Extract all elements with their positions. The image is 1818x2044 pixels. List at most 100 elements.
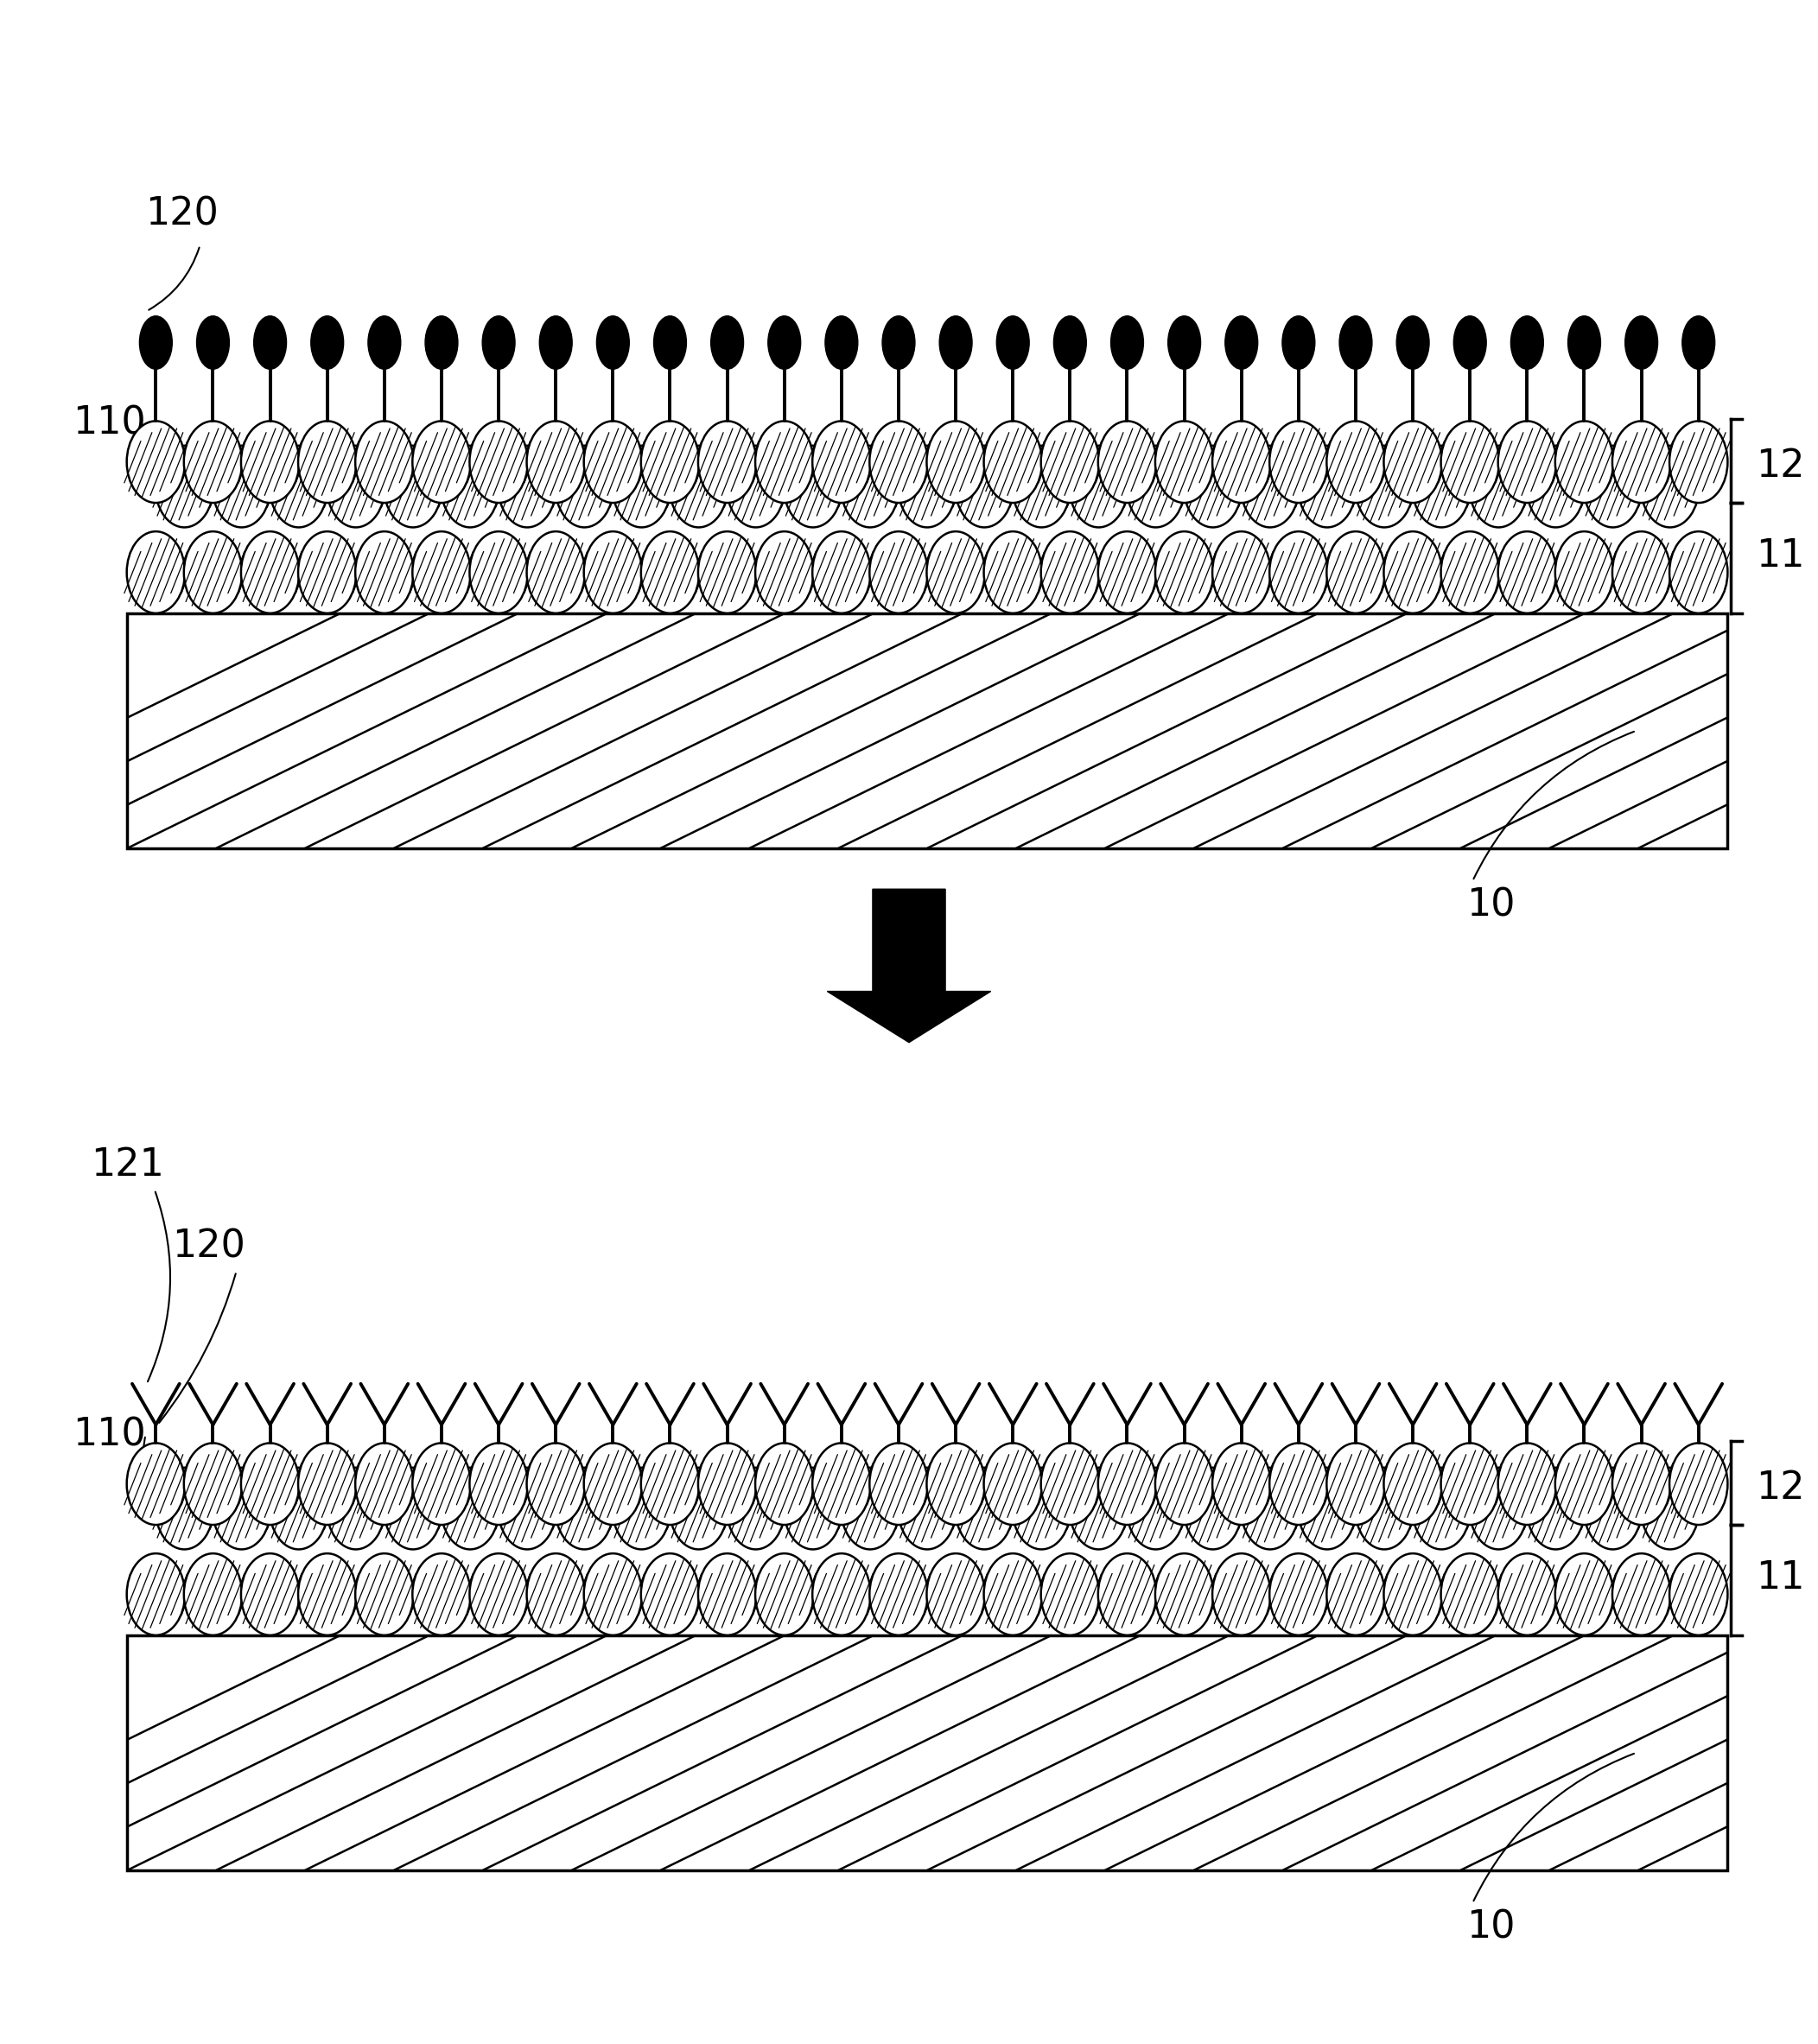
Ellipse shape — [184, 421, 242, 503]
Ellipse shape — [1498, 1443, 1556, 1525]
Ellipse shape — [1298, 446, 1356, 527]
Ellipse shape — [1154, 1553, 1213, 1635]
Ellipse shape — [355, 1443, 413, 1525]
Ellipse shape — [442, 446, 500, 527]
Ellipse shape — [554, 446, 613, 527]
Ellipse shape — [984, 421, 1042, 503]
Ellipse shape — [1454, 317, 1487, 370]
Ellipse shape — [127, 531, 185, 613]
Ellipse shape — [1269, 1443, 1327, 1525]
Ellipse shape — [927, 1553, 985, 1635]
Ellipse shape — [940, 317, 973, 370]
Ellipse shape — [482, 317, 514, 370]
Ellipse shape — [413, 1553, 471, 1635]
Ellipse shape — [1213, 1443, 1271, 1525]
Ellipse shape — [213, 446, 271, 527]
Ellipse shape — [498, 1468, 556, 1549]
Ellipse shape — [898, 446, 956, 527]
Ellipse shape — [1098, 1443, 1156, 1525]
Ellipse shape — [1442, 1553, 1500, 1635]
Text: 121: 121 — [91, 1147, 164, 1183]
Ellipse shape — [1042, 1443, 1100, 1525]
Text: 11: 11 — [1756, 538, 1805, 574]
Ellipse shape — [155, 1468, 213, 1549]
Ellipse shape — [127, 421, 185, 503]
Ellipse shape — [1154, 531, 1213, 613]
Ellipse shape — [1583, 446, 1642, 527]
Ellipse shape — [242, 421, 300, 503]
Ellipse shape — [584, 1553, 642, 1635]
Ellipse shape — [882, 317, 914, 370]
Ellipse shape — [1269, 421, 1327, 503]
Ellipse shape — [927, 421, 985, 503]
Ellipse shape — [954, 446, 1013, 527]
Ellipse shape — [127, 1443, 185, 1525]
Ellipse shape — [754, 1553, 813, 1635]
Ellipse shape — [1682, 317, 1714, 370]
Ellipse shape — [642, 531, 700, 613]
Ellipse shape — [442, 1468, 500, 1549]
Ellipse shape — [1327, 531, 1385, 613]
Ellipse shape — [1154, 1443, 1213, 1525]
Ellipse shape — [613, 1468, 671, 1549]
Ellipse shape — [642, 421, 700, 503]
Ellipse shape — [1042, 1553, 1100, 1635]
Text: 120: 120 — [173, 1228, 245, 1265]
Ellipse shape — [813, 421, 871, 503]
Ellipse shape — [298, 531, 356, 613]
Ellipse shape — [527, 1443, 585, 1525]
Ellipse shape — [1442, 1443, 1500, 1525]
Ellipse shape — [1669, 531, 1727, 613]
Ellipse shape — [1013, 1468, 1071, 1549]
Ellipse shape — [1327, 421, 1385, 503]
Ellipse shape — [1054, 317, 1087, 370]
Ellipse shape — [298, 1553, 356, 1635]
FancyArrow shape — [827, 889, 991, 1042]
Ellipse shape — [698, 421, 756, 503]
Ellipse shape — [984, 531, 1042, 613]
Ellipse shape — [527, 531, 585, 613]
Ellipse shape — [1554, 421, 1613, 503]
Ellipse shape — [1613, 1553, 1671, 1635]
Ellipse shape — [311, 317, 344, 370]
Ellipse shape — [1527, 446, 1585, 527]
Ellipse shape — [327, 1468, 385, 1549]
Bar — [127, 1635, 1727, 1870]
Ellipse shape — [1327, 1553, 1385, 1635]
Ellipse shape — [384, 1468, 442, 1549]
Ellipse shape — [869, 531, 927, 613]
Ellipse shape — [842, 446, 900, 527]
Ellipse shape — [1127, 446, 1185, 527]
Ellipse shape — [127, 1553, 185, 1635]
Ellipse shape — [1527, 1468, 1585, 1549]
Ellipse shape — [469, 1443, 527, 1525]
Text: 110: 110 — [73, 405, 145, 442]
Ellipse shape — [1213, 1553, 1271, 1635]
Ellipse shape — [1613, 1443, 1671, 1525]
Ellipse shape — [1567, 317, 1600, 370]
Ellipse shape — [898, 1468, 956, 1549]
Ellipse shape — [1154, 421, 1213, 503]
Ellipse shape — [767, 317, 800, 370]
Ellipse shape — [1554, 1443, 1613, 1525]
Ellipse shape — [1042, 421, 1100, 503]
Ellipse shape — [1213, 421, 1271, 503]
Ellipse shape — [1613, 421, 1671, 503]
Ellipse shape — [1282, 317, 1314, 370]
Ellipse shape — [413, 531, 471, 613]
Ellipse shape — [469, 421, 527, 503]
Text: 12: 12 — [1756, 448, 1805, 484]
Ellipse shape — [1554, 1553, 1613, 1635]
Ellipse shape — [1213, 531, 1271, 613]
Ellipse shape — [213, 1468, 271, 1549]
Ellipse shape — [1354, 1468, 1413, 1549]
Ellipse shape — [1413, 1468, 1471, 1549]
Text: 10: 10 — [1467, 887, 1514, 924]
Ellipse shape — [1098, 1553, 1156, 1635]
Ellipse shape — [1511, 317, 1543, 370]
Ellipse shape — [1625, 317, 1658, 370]
Ellipse shape — [298, 421, 356, 503]
Ellipse shape — [527, 421, 585, 503]
Ellipse shape — [1554, 531, 1613, 613]
Ellipse shape — [425, 317, 458, 370]
